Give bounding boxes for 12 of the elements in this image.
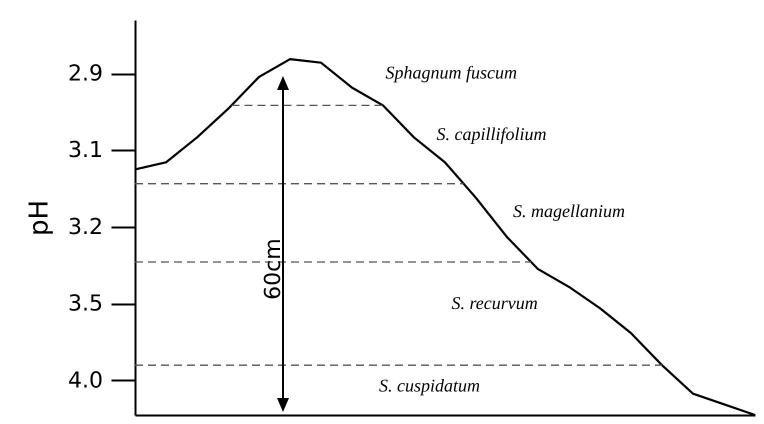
text: 2.9 — [68, 62, 103, 87]
annotation: S. capillifolium — [436, 124, 546, 144]
text: 3.2 — [68, 215, 103, 240]
annotation: S. magellanium — [513, 200, 625, 221]
annotation: 60cm — [260, 238, 286, 300]
text: 3.5 — [68, 292, 103, 317]
text: 4.0 — [68, 368, 103, 394]
y-axis-title: pH — [24, 200, 54, 236]
annotation: S. recurvum — [451, 292, 538, 313]
text: 3.1 — [68, 138, 103, 164]
annotation: S. cuspidatum — [379, 376, 480, 396]
annotation: Sphagnum fuscum — [385, 62, 517, 82]
